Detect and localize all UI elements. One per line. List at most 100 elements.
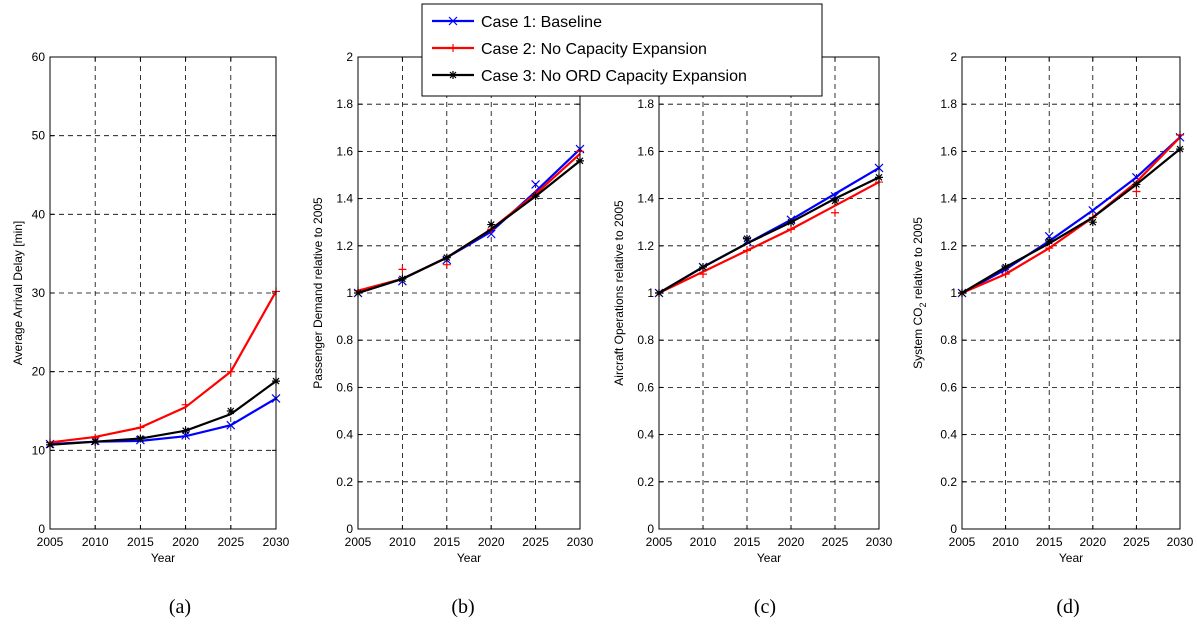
- y-tick-label: 0.6: [336, 380, 353, 394]
- data-marker: [1088, 205, 1098, 215]
- series-line: [357, 148, 581, 295]
- y-tick-label: 1.6: [940, 144, 957, 158]
- data-marker: [1045, 237, 1054, 246]
- y-tick-label: 1.2: [637, 239, 654, 253]
- y-tick-label: 0: [38, 522, 45, 536]
- y-tick-label: 1.4: [637, 192, 654, 206]
- panel-caption-d: (d): [1056, 596, 1080, 618]
- x-axis-label: Year: [1059, 551, 1083, 565]
- data-marker: [531, 192, 540, 201]
- x-tick-label: 2015: [433, 535, 460, 549]
- x-tick-label: 2010: [690, 535, 717, 549]
- y-tick-label: 60: [32, 50, 46, 64]
- y-tick-label: 1: [950, 286, 957, 300]
- data-marker: [181, 426, 190, 435]
- chart-panel-3: 2005 2010 2015 2020 2025 2030 0 0.2 0.4 0.6 0.8 1 1.…: [612, 50, 893, 565]
- data-marker: [831, 196, 839, 205]
- y-tick-label: 1: [647, 286, 654, 300]
- x-tick-label: 2020: [1079, 535, 1106, 549]
- data-marker: [226, 367, 235, 376]
- x-tick-label: 2020: [778, 535, 805, 549]
- y-tick-label: 1.6: [637, 144, 654, 158]
- y-tick-label: 1.8: [336, 97, 353, 111]
- x-axis-label: Year: [457, 551, 481, 565]
- y-tick-label: 1: [346, 286, 353, 300]
- data-marker: [136, 423, 145, 432]
- y-tick-label: 0: [346, 522, 353, 536]
- chart-panel-2: 2005 2010 2015 2020 2025 2030 0 0.2 0.4 0.6 0.8 1 1.…: [311, 50, 594, 565]
- x-tick-label: 2015: [127, 535, 154, 549]
- y-tick-label: 0: [950, 522, 957, 536]
- x-tick-label: 2020: [478, 535, 505, 549]
- legend-marker: [449, 44, 457, 52]
- y-tick-label: 1.6: [336, 144, 353, 158]
- chart-panel-1: 2005 2010 2015 2020 2025 20300102030405060Yea…: [11, 50, 290, 565]
- y-tick-label: 0.2: [336, 475, 353, 489]
- data-marker: [487, 220, 496, 229]
- data-marker: [743, 246, 751, 255]
- legend-box: [421, 3, 823, 97]
- x-tick-label: 2015: [1036, 535, 1063, 549]
- panel-caption-b: (b): [451, 596, 475, 618]
- data-marker: [442, 253, 451, 262]
- axes-frame: [49, 56, 277, 530]
- x-tick-label: 2005: [646, 535, 673, 549]
- x-tick-label: 2010: [992, 535, 1019, 549]
- y-tick-label: 0.2: [637, 475, 654, 489]
- data-marker: [787, 218, 795, 227]
- y-tick-label: 0.4: [940, 428, 957, 442]
- data-marker: [226, 407, 235, 415]
- x-tick-label: 2030: [866, 535, 893, 549]
- y-axis-label: Passenger Demand relative to 2005: [311, 197, 325, 389]
- legend-marker: [448, 16, 458, 26]
- y-tick-label: 1.4: [336, 192, 353, 206]
- y-tick-label: 2: [950, 50, 957, 64]
- x-tick-label: 2025: [822, 535, 849, 549]
- series-line: [49, 380, 277, 446]
- y-tick-label: 1.2: [940, 239, 957, 253]
- data-marker: [1001, 270, 1010, 279]
- data-marker: [1132, 187, 1141, 196]
- y-tick-label: 1.8: [940, 97, 957, 111]
- y-tick-label: 0.4: [637, 428, 654, 442]
- data-marker: [787, 225, 795, 234]
- data-marker: [442, 260, 451, 269]
- y-tick-label: 0.8: [637, 333, 654, 347]
- legend-marker: [449, 71, 457, 79]
- series-line: [357, 159, 581, 295]
- series-line: [961, 136, 1181, 295]
- y-tick-label: 0.6: [940, 380, 957, 394]
- legend: Case 1: Baseline Case 2: No Capacity Expa…: [421, 3, 823, 97]
- y-tick-label: 40: [32, 207, 46, 221]
- x-tick-label: 2025: [217, 535, 244, 549]
- y-tick-label: 0.2: [940, 475, 957, 489]
- y-tick-label: 1.4: [940, 192, 957, 206]
- data-marker: [743, 234, 751, 243]
- x-tick-label: 2020: [172, 535, 199, 549]
- y-tick-label: 30: [32, 286, 46, 300]
- axes-frame: [961, 56, 1181, 530]
- y-axis-label: Aircraft Operations relative to 2005: [612, 200, 626, 386]
- series-line: [658, 181, 880, 294]
- y-tick-label: 50: [32, 129, 46, 143]
- x-tick-label: 2005: [37, 535, 64, 549]
- x-tick-label: 2010: [82, 535, 109, 549]
- x-tick-label: 2010: [389, 535, 416, 549]
- legend-label: Case 1: Baseline: [481, 14, 602, 31]
- series-line: [49, 290, 277, 444]
- data-marker: [831, 208, 839, 217]
- chart-panel-4: 2005 2010 2015 2020 2025 2030 0 0.2 0.4 0.6 0.8 1 1.…: [911, 50, 1194, 565]
- data-marker: [181, 400, 190, 409]
- y-tick-label: 0.8: [940, 333, 957, 347]
- x-tick-label: 2030: [263, 535, 290, 549]
- data-marker: [699, 270, 707, 279]
- y-tick-label: 0.4: [336, 428, 353, 442]
- data-marker: [699, 263, 707, 272]
- x-tick-label: 2025: [1123, 535, 1150, 549]
- data-marker: [136, 434, 145, 443]
- series-line: [961, 148, 1181, 294]
- data-marker: [398, 274, 407, 283]
- y-tick-label: 20: [32, 365, 46, 379]
- y-tick-label: 2: [346, 50, 353, 64]
